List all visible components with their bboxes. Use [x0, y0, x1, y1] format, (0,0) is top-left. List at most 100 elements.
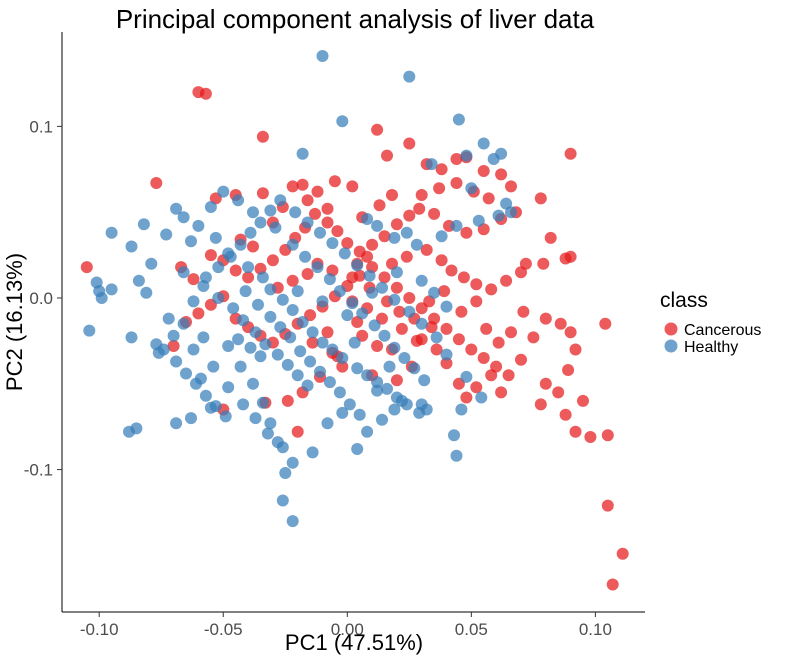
- point-healthy-54: [249, 326, 262, 339]
- point-healthy-166: [132, 274, 145, 287]
- point-healthy-148: [224, 250, 237, 263]
- point-healthy-159: [343, 398, 356, 411]
- points-layer: [80, 50, 629, 591]
- point-cancerous-53: [204, 249, 217, 262]
- point-healthy-11: [232, 194, 245, 207]
- point-healthy-141: [207, 360, 220, 373]
- point-cancerous-95: [577, 394, 589, 407]
- point-healthy-105: [314, 226, 326, 239]
- point-healthy-19: [105, 226, 118, 239]
- point-cancerous-73: [378, 271, 391, 284]
- point-cancerous-98: [584, 431, 597, 443]
- point-healthy-164: [271, 436, 284, 449]
- point-cancerous-124: [291, 425, 304, 438]
- point-cancerous-89: [569, 343, 582, 356]
- point-healthy-1: [403, 70, 416, 83]
- point-healthy-181: [232, 333, 245, 346]
- point-cancerous-130: [410, 334, 423, 347]
- point-healthy-75: [247, 377, 259, 390]
- point-healthy-31: [316, 336, 329, 349]
- point-healthy-134: [500, 197, 513, 210]
- point-healthy-107: [289, 206, 302, 219]
- point-healthy-57: [281, 358, 294, 371]
- point-cancerous-12: [371, 123, 384, 136]
- point-healthy-56: [271, 348, 284, 361]
- point-cancerous-121: [281, 394, 294, 407]
- point-healthy-74: [234, 360, 247, 373]
- point-cancerous-173: [505, 326, 517, 339]
- point-cancerous-177: [321, 326, 334, 339]
- x-axis-title: PC1 (47.51%): [285, 630, 423, 655]
- point-cancerous-81: [477, 352, 490, 364]
- point-healthy-3: [452, 113, 465, 126]
- point-healthy-4: [477, 137, 490, 150]
- point-healthy-34: [351, 362, 364, 375]
- point-cancerous-84: [515, 353, 527, 366]
- point-cancerous-9: [311, 185, 324, 198]
- point-cancerous-166: [247, 240, 259, 253]
- point-healthy-157: [323, 376, 336, 389]
- x-axis-ticks: -0.10 -0.05 0.00 0.05 0.10: [80, 612, 612, 639]
- point-cancerous-144: [415, 189, 428, 201]
- point-healthy-16: [192, 219, 205, 232]
- point-healthy-48: [145, 257, 158, 270]
- point-healthy-90: [450, 449, 463, 462]
- point-healthy-161: [237, 398, 250, 411]
- point-cancerous-42: [331, 225, 344, 238]
- point-cancerous-164: [286, 274, 299, 287]
- point-cancerous-157: [457, 271, 470, 284]
- point-healthy-36: [371, 376, 384, 389]
- legend-item-healthy: Healthy: [664, 339, 738, 356]
- point-cancerous-39: [366, 238, 379, 251]
- point-cancerous-14: [386, 189, 398, 201]
- point-healthy-55: [259, 338, 272, 351]
- point-healthy-26: [264, 283, 277, 296]
- point-cancerous-140: [301, 194, 314, 207]
- point-cancerous-3: [80, 261, 93, 274]
- y-axis-ticks: -0.1 0.0 0.1: [24, 117, 62, 480]
- point-cancerous-96: [569, 425, 582, 438]
- point-healthy-10: [217, 185, 230, 198]
- point-healthy-43: [95, 292, 108, 304]
- point-healthy-106: [301, 216, 314, 229]
- point-healthy-160: [353, 408, 366, 421]
- point-healthy-127: [410, 238, 423, 251]
- point-healthy-169: [440, 300, 453, 313]
- point-cancerous-29: [564, 250, 577, 263]
- point-cancerous-25: [544, 231, 557, 244]
- point-healthy-155: [304, 355, 317, 368]
- point-healthy-79: [286, 456, 299, 469]
- point-cancerous-35: [413, 202, 426, 215]
- point-healthy-172: [390, 266, 403, 279]
- point-cancerous-178: [306, 336, 319, 349]
- point-healthy-110: [254, 216, 267, 229]
- point-cancerous-34: [428, 207, 441, 220]
- point-healthy-137: [435, 230, 448, 243]
- point-healthy-99: [388, 293, 401, 306]
- legend-swatch-healthy: [664, 339, 678, 353]
- point-cancerous-102: [606, 578, 619, 591]
- point-healthy-117: [323, 273, 336, 286]
- point-healthy-111: [244, 226, 257, 239]
- point-healthy-130: [371, 219, 384, 232]
- point-healthy-176: [291, 285, 304, 298]
- point-cancerous-11: [346, 180, 359, 193]
- point-healthy-62: [170, 355, 183, 368]
- point-healthy-185: [371, 384, 384, 397]
- point-cancerous-87: [554, 317, 567, 330]
- point-healthy-8: [460, 149, 473, 162]
- point-healthy-140: [194, 372, 207, 385]
- point-healthy-29: [296, 316, 309, 328]
- point-healthy-156: [314, 365, 326, 378]
- point-healthy-124: [398, 352, 411, 364]
- point-healthy-138: [286, 515, 299, 528]
- point-healthy-170: [428, 286, 441, 299]
- point-cancerous-17: [435, 163, 448, 176]
- point-cancerous-23: [564, 147, 577, 160]
- point-healthy-94: [460, 370, 473, 383]
- point-cancerous-94: [559, 408, 572, 421]
- point-healthy-158: [333, 386, 346, 399]
- point-healthy-0: [316, 50, 329, 62]
- point-healthy-139: [276, 494, 289, 507]
